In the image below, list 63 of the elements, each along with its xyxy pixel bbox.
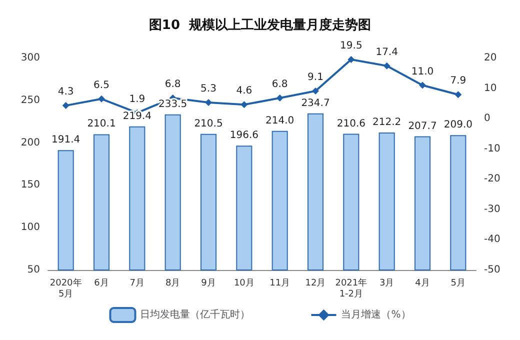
point — [383, 62, 390, 70]
y-tick-label: 250 — [20, 94, 40, 106]
point — [312, 88, 319, 95]
x-tick-label: 11月 — [270, 278, 290, 288]
data-label: 4.3 — [58, 86, 74, 98]
y2-tick-label: -40 — [484, 234, 500, 246]
data-label: 219.4 — [122, 110, 152, 122]
x-tick-label: 10月 — [234, 278, 254, 288]
point — [62, 102, 70, 110]
y-tick-label: 150 — [20, 180, 40, 191]
x-tick-label: 5月 — [450, 278, 466, 288]
data-label: 207.7 — [408, 120, 437, 132]
data-label: 4.6 — [236, 86, 252, 97]
y2-tick-label: -10 — [484, 143, 500, 154]
legend-label: 当月增速（%） — [341, 308, 411, 320]
data-label: 210.6 — [336, 118, 366, 130]
y2-tick-label: 20 — [484, 52, 497, 64]
x-tick-label: 3月 — [379, 278, 394, 288]
y2-tick-label: 10 — [484, 82, 497, 94]
y-tick-label: 200 — [20, 137, 40, 148]
x-tick-label: 12月 — [305, 278, 326, 288]
chart-title: 图10 规模以上工业发电量月度走势图 — [148, 17, 372, 33]
data-label: 210.5 — [194, 118, 223, 130]
y2-tick-label: 0 — [484, 113, 490, 124]
point — [276, 94, 284, 102]
data-label: 19.5 — [340, 40, 362, 52]
y-tick-label: 100 — [20, 222, 40, 234]
data-label: 1.9 — [129, 94, 146, 105]
y-tick-label: 50 — [27, 264, 40, 276]
x-tick-label: 6月 — [94, 278, 109, 288]
data-label: 11.0 — [411, 66, 434, 78]
x-tick-label: 2020年 5月 — [50, 278, 82, 300]
point — [348, 56, 355, 64]
data-label: 214.0 — [266, 115, 294, 126]
point — [454, 91, 462, 98]
data-label: 234.7 — [301, 98, 330, 109]
point — [419, 82, 426, 89]
data-label: 6.5 — [94, 80, 110, 91]
data-label: 6.8 — [272, 78, 288, 90]
data-label: 9.1 — [308, 72, 324, 84]
y2-tick-label: -20 — [484, 174, 500, 185]
data-label: 212.2 — [372, 116, 402, 128]
y2-tick-label: -30 — [484, 204, 500, 215]
x-tick-label: 2021年 1-2月 — [335, 278, 368, 300]
data-label: 191.4 — [52, 134, 80, 146]
y-tick-label: 300 — [20, 52, 40, 64]
y2-tick-label: -50 — [484, 264, 500, 276]
x-tick-label: 9月 — [201, 278, 216, 288]
data-label: 6.8 — [164, 78, 181, 90]
data-label: 196.6 — [230, 130, 258, 142]
data-label: 209.0 — [444, 120, 472, 131]
x-tick-label: 7月 — [130, 278, 145, 288]
data-label: 17.4 — [376, 46, 398, 58]
point — [205, 99, 212, 106]
data-label: 5.3 — [200, 84, 216, 95]
legend-label: 日均发电量（亿千瓦时） — [140, 308, 250, 320]
x-tick-label: 4月 — [415, 278, 430, 288]
point — [98, 95, 105, 102]
data-label: 7.9 — [450, 76, 466, 87]
data-label: 233.5 — [158, 98, 188, 110]
x-tick-label: 8月 — [165, 278, 180, 288]
data-label: 210.1 — [87, 118, 116, 130]
point — [240, 101, 248, 108]
